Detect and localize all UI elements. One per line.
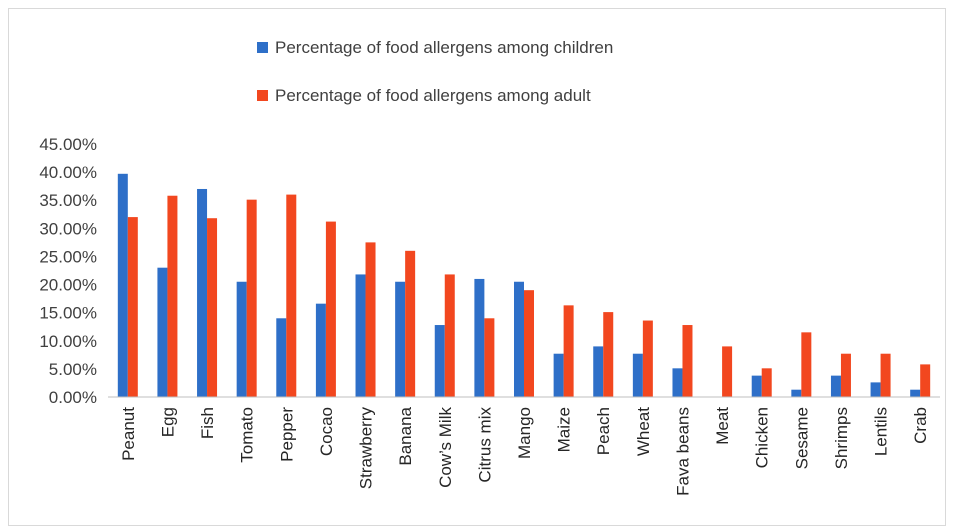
y-tick-label: 45.00% xyxy=(39,135,97,154)
bar-adult xyxy=(246,199,257,397)
bars xyxy=(117,173,931,397)
x-category-label: Tomato xyxy=(238,407,257,463)
bar-adult xyxy=(682,325,693,397)
bar-children xyxy=(514,281,524,397)
x-category-label: Pepper xyxy=(277,407,296,462)
bar-adult xyxy=(563,305,574,397)
y-tick-label: 30.00% xyxy=(39,219,97,238)
bar-children xyxy=(870,382,881,397)
y-tick-label: 35.00% xyxy=(39,191,97,210)
legend-label-adult: Percentage of food allergens among adult xyxy=(275,86,591,105)
bar-adult xyxy=(880,353,891,397)
x-category-label: Cocao xyxy=(317,407,336,456)
bar-children xyxy=(474,278,485,397)
bar-adult xyxy=(801,332,812,397)
bar-adult xyxy=(642,320,653,397)
legend-label-children: Percentage of food allergens among child… xyxy=(275,38,613,57)
bar-children xyxy=(395,281,406,397)
bar-adult xyxy=(365,242,376,397)
legend-swatch-adult xyxy=(257,90,268,101)
y-tick-label: 15.00% xyxy=(39,304,97,323)
bar-adult xyxy=(524,290,534,397)
y-tick-label: 5.00% xyxy=(49,360,97,379)
bar-children xyxy=(791,389,802,397)
x-category-label: Mango xyxy=(515,407,534,459)
bar-adult xyxy=(444,274,455,397)
x-category-label: Lentils xyxy=(872,407,891,456)
x-category-label: Banana xyxy=(396,406,415,465)
bar-children xyxy=(236,281,247,397)
y-tick-label: 10.00% xyxy=(39,332,97,351)
bar-children xyxy=(672,368,683,397)
bar-children xyxy=(355,274,366,397)
bar-adult xyxy=(286,194,297,397)
y-tick-label: 40.00% xyxy=(39,163,97,182)
x-category-label: Wheat xyxy=(634,407,653,456)
bar-children xyxy=(117,173,128,397)
bar-adult xyxy=(840,353,851,397)
bar-adult xyxy=(167,195,178,397)
x-category-label: Citrus mix xyxy=(475,407,494,483)
bar-children xyxy=(632,353,643,397)
bar-children xyxy=(910,389,921,397)
chart-area: Percentage of food allergens among child… xyxy=(8,8,946,526)
bar-adult xyxy=(722,346,733,397)
x-category-label: Peach xyxy=(594,407,613,455)
y-axis: 0.00% 5.00% 10.00% 15.00% 20.00% 25.00% 30.00%… xyxy=(39,135,97,407)
x-category-label: Fish xyxy=(198,407,217,439)
bar-children xyxy=(830,375,841,397)
legend: Percentage of food allergens among child… xyxy=(257,38,613,105)
chart-svg: Percentage of food allergens among child… xyxy=(39,38,940,496)
y-tick-label: 25.00% xyxy=(39,247,97,266)
bar-children xyxy=(751,375,762,397)
bar-children xyxy=(434,325,445,397)
bar-adult xyxy=(127,217,138,397)
x-axis: Peanut Egg Fish Tomato Pepper Cocao Strawberry… xyxy=(119,406,930,495)
x-category-label: Meat xyxy=(713,407,732,445)
bar-adult xyxy=(484,318,495,397)
bar-children xyxy=(157,267,168,397)
x-category-label: Crab xyxy=(911,407,930,444)
x-category-label: Shrimps xyxy=(832,407,851,469)
x-category-label: Strawberry xyxy=(357,407,376,490)
x-category-label: Egg xyxy=(158,407,177,437)
bar-children xyxy=(315,303,326,397)
bar-adult xyxy=(761,368,772,397)
bar-adult xyxy=(325,221,336,397)
bar-adult xyxy=(207,218,218,397)
legend-swatch-children xyxy=(257,42,268,53)
x-category-label: Chicken xyxy=(753,407,772,468)
bar-adult xyxy=(920,364,931,397)
x-category-label: Sesame xyxy=(792,407,811,469)
y-tick-label: 0.00% xyxy=(49,388,97,407)
bar-adult xyxy=(405,250,416,397)
x-category-label: Maize xyxy=(555,407,574,452)
x-category-label: Fava beans xyxy=(673,407,692,496)
bar-children xyxy=(553,353,564,397)
bar-children xyxy=(197,188,208,397)
bar-children xyxy=(276,318,287,397)
bar-children xyxy=(593,346,604,397)
x-category-label: Cow’s Milk xyxy=(436,407,455,488)
y-tick-label: 20.00% xyxy=(39,276,97,295)
x-category-label: Peanut xyxy=(119,407,138,461)
bar-adult xyxy=(603,312,614,397)
